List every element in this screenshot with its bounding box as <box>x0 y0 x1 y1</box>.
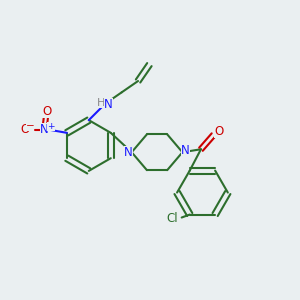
Text: O: O <box>214 125 224 138</box>
Text: −: − <box>26 121 34 131</box>
Text: N: N <box>124 146 133 159</box>
Text: N: N <box>181 144 190 157</box>
Text: O: O <box>42 105 51 119</box>
Text: +: + <box>47 122 55 131</box>
Text: N: N <box>104 98 112 111</box>
Text: N: N <box>40 123 49 136</box>
Text: H: H <box>97 98 105 108</box>
Text: O: O <box>20 123 29 136</box>
Text: Cl: Cl <box>166 212 178 225</box>
